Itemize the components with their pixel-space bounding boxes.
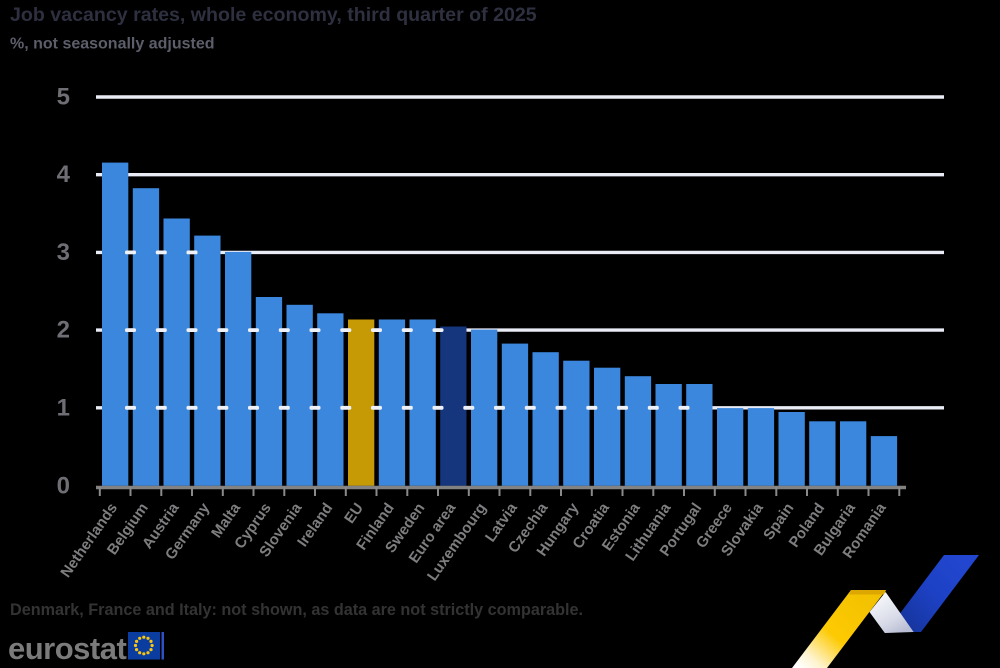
svg-text:3: 3: [57, 239, 70, 266]
svg-text:Denmark, France and Italy: not: Denmark, France and Italy: not shown, as…: [10, 601, 583, 619]
svg-text:Job vacancy rates, whole econo: Job vacancy rates, whole economy, third …: [10, 4, 537, 26]
svg-text:0: 0: [57, 472, 70, 499]
svg-text:eurostat: eurostat: [8, 631, 126, 666]
svg-text:1: 1: [57, 394, 70, 421]
svg-text:2: 2: [57, 317, 70, 344]
svg-text:4: 4: [57, 161, 71, 188]
svg-text:5: 5: [57, 84, 70, 111]
svg-text:%, not seasonally adjusted: %, not seasonally adjusted: [10, 36, 215, 53]
